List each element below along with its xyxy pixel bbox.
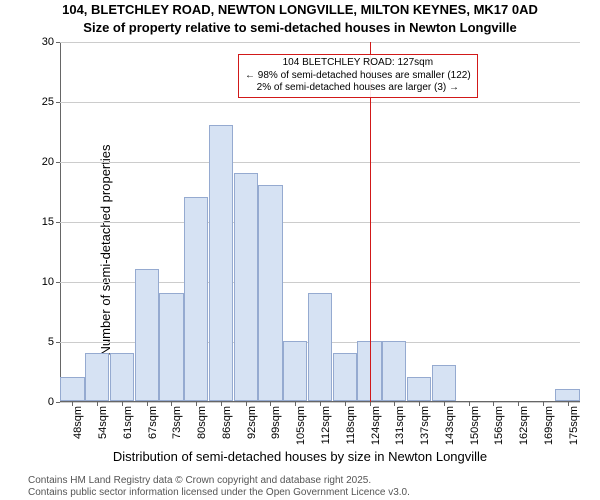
gridline xyxy=(60,42,580,43)
chart-container: 104, BLETCHLEY ROAD, NEWTON LONGVILLE, M… xyxy=(0,0,600,500)
y-tick-label: 25 xyxy=(42,96,54,108)
histogram-bar xyxy=(184,197,208,401)
x-tick-label: 80sqm xyxy=(196,406,208,439)
histogram-bar xyxy=(60,377,84,401)
x-tick-label: 54sqm xyxy=(97,406,109,439)
y-tick-mark xyxy=(56,102,60,103)
callout-line1: 104 BLETCHLEY ROAD: 127sqm xyxy=(245,57,471,70)
footer-line-2: Contains public sector information licen… xyxy=(28,487,410,498)
title-line-1: 104, BLETCHLEY ROAD, NEWTON LONGVILLE, M… xyxy=(0,2,600,17)
histogram-bar xyxy=(283,341,307,401)
x-tick-label: 73sqm xyxy=(171,406,183,439)
histogram-bar xyxy=(555,389,579,401)
callout-line3: 2% of semi-detached houses are larger (3… xyxy=(245,82,471,95)
histogram-bar xyxy=(209,125,233,401)
title-line-2: Size of property relative to semi-detach… xyxy=(0,20,600,35)
histogram-bar xyxy=(333,353,357,401)
x-tick-label: 105sqm xyxy=(295,406,307,445)
y-tick-mark xyxy=(56,342,60,343)
y-tick-mark xyxy=(56,402,60,403)
gridline xyxy=(60,102,580,103)
x-tick-label: 112sqm xyxy=(320,406,332,444)
footer-line-1: Contains HM Land Registry data © Crown c… xyxy=(28,475,371,486)
x-tick-label: 48sqm xyxy=(72,406,84,439)
callout-box: 104 BLETCHLEY ROAD: 127sqm← 98% of semi-… xyxy=(238,54,478,98)
y-tick-mark xyxy=(56,282,60,283)
gridline xyxy=(60,222,580,223)
histogram-bar xyxy=(258,185,282,401)
histogram-bar xyxy=(234,173,258,401)
histogram-bar xyxy=(432,365,456,401)
x-tick-label: 150sqm xyxy=(469,406,481,445)
histogram-bar xyxy=(85,353,109,401)
callout-line2: ← 98% of semi-detached houses are smalle… xyxy=(245,70,471,83)
y-tick-label: 15 xyxy=(42,216,54,228)
x-tick-label: 61sqm xyxy=(122,406,134,439)
histogram-bar xyxy=(407,377,431,401)
x-tick-label: 118sqm xyxy=(345,406,357,444)
x-tick-label: 162sqm xyxy=(518,406,530,445)
y-tick-label: 10 xyxy=(42,276,54,288)
gridline xyxy=(60,162,580,163)
histogram-bar xyxy=(135,269,159,401)
x-tick-label: 137sqm xyxy=(419,406,431,445)
x-tick-label: 99sqm xyxy=(270,406,282,439)
y-tick-label: 0 xyxy=(48,396,54,408)
x-tick-label: 175sqm xyxy=(568,406,580,445)
x-tick-label: 67sqm xyxy=(147,406,159,439)
x-axis-label: Distribution of semi-detached houses by … xyxy=(0,449,600,464)
y-tick-label: 5 xyxy=(48,336,54,348)
plot-area: 05101520253048sqm54sqm61sqm67sqm73sqm80s… xyxy=(60,42,580,402)
histogram-bar xyxy=(308,293,332,401)
histogram-bar xyxy=(110,353,134,401)
x-tick-label: 131sqm xyxy=(394,406,406,445)
y-tick-mark xyxy=(56,162,60,163)
x-tick-label: 124sqm xyxy=(370,406,382,445)
x-tick-label: 92sqm xyxy=(246,406,258,439)
histogram-bar xyxy=(382,341,406,401)
y-tick-mark xyxy=(56,222,60,223)
y-tick-label: 20 xyxy=(42,156,54,168)
histogram-bar xyxy=(159,293,183,401)
y-tick-label: 30 xyxy=(42,36,54,48)
plot-inner: 05101520253048sqm54sqm61sqm67sqm73sqm80s… xyxy=(60,42,580,402)
x-tick-label: 143sqm xyxy=(444,406,456,445)
x-tick-label: 86sqm xyxy=(221,406,233,439)
x-tick-label: 156sqm xyxy=(493,406,505,445)
y-tick-mark xyxy=(56,42,60,43)
x-tick-label: 169sqm xyxy=(543,406,555,445)
